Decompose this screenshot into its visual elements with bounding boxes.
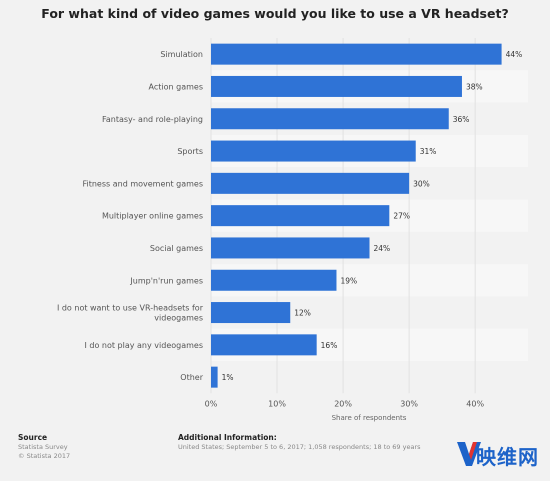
category-label: Social games — [150, 244, 203, 253]
value-label: 12% — [294, 309, 311, 318]
value-label: 44% — [506, 50, 523, 59]
source-block: Source Statista Survey © Statista 2017 — [18, 433, 70, 460]
bar — [211, 75, 462, 97]
value-label: 36% — [453, 115, 470, 124]
bar — [211, 334, 317, 356]
bar — [211, 366, 218, 388]
value-label: 30% — [413, 179, 430, 188]
category-label: Multiplayer online games — [102, 212, 203, 221]
x-tick-label: 30% — [400, 399, 418, 408]
value-label: 38% — [466, 82, 483, 91]
x-tick-label: 20% — [334, 399, 352, 408]
category-label: Simulation — [160, 50, 203, 59]
bar — [211, 302, 291, 324]
value-label: 31% — [420, 147, 437, 156]
value-label: 1% — [222, 373, 234, 382]
value-label: 27% — [393, 212, 410, 221]
bar — [211, 237, 370, 259]
x-tick-label: 0% — [205, 399, 218, 408]
bar — [211, 108, 449, 130]
x-tick-label: 10% — [268, 399, 286, 408]
chart-title: For what kind of video games would you l… — [41, 6, 509, 21]
category-label: Fitness and movement games — [82, 179, 203, 188]
bar-chart: Simulation 44% Action games 38% Fantasy- and… — [56, 38, 528, 422]
category-label: I do not play any videogames — [84, 341, 203, 350]
category-label: Jump'n'run games — [129, 276, 203, 285]
watermark-logo-icon — [457, 442, 481, 466]
watermark-text: 映维网 — [476, 445, 539, 469]
bar — [211, 172, 410, 194]
x-axis-title: Share of respondents — [332, 414, 407, 422]
additional-info-block: Additional Information: United States; S… — [178, 433, 421, 451]
bar — [211, 205, 390, 227]
row-band — [211, 361, 528, 394]
additional-info-heading: Additional Information: — [178, 433, 277, 442]
copyright-line: © Statista 2017 — [18, 452, 71, 460]
category-label: I do not want to use VR-headsets for vide… — [57, 304, 204, 323]
bar — [211, 43, 502, 65]
bar — [211, 140, 416, 162]
additional-info-text: United States; September 5 to 6, 2017; 1… — [178, 443, 421, 451]
value-label: 24% — [374, 244, 391, 253]
x-tick-label: 40% — [466, 399, 484, 408]
value-label: 16% — [321, 341, 338, 350]
value-label: 19% — [340, 276, 357, 285]
source-line: Statista Survey — [18, 443, 68, 451]
bar — [211, 269, 337, 291]
category-label: Sports — [177, 147, 203, 156]
category-label: Action games — [149, 82, 203, 91]
source-heading: Source — [18, 433, 48, 442]
category-label: Other — [180, 373, 203, 382]
category-label: Fantasy- and role-playing — [102, 115, 203, 124]
